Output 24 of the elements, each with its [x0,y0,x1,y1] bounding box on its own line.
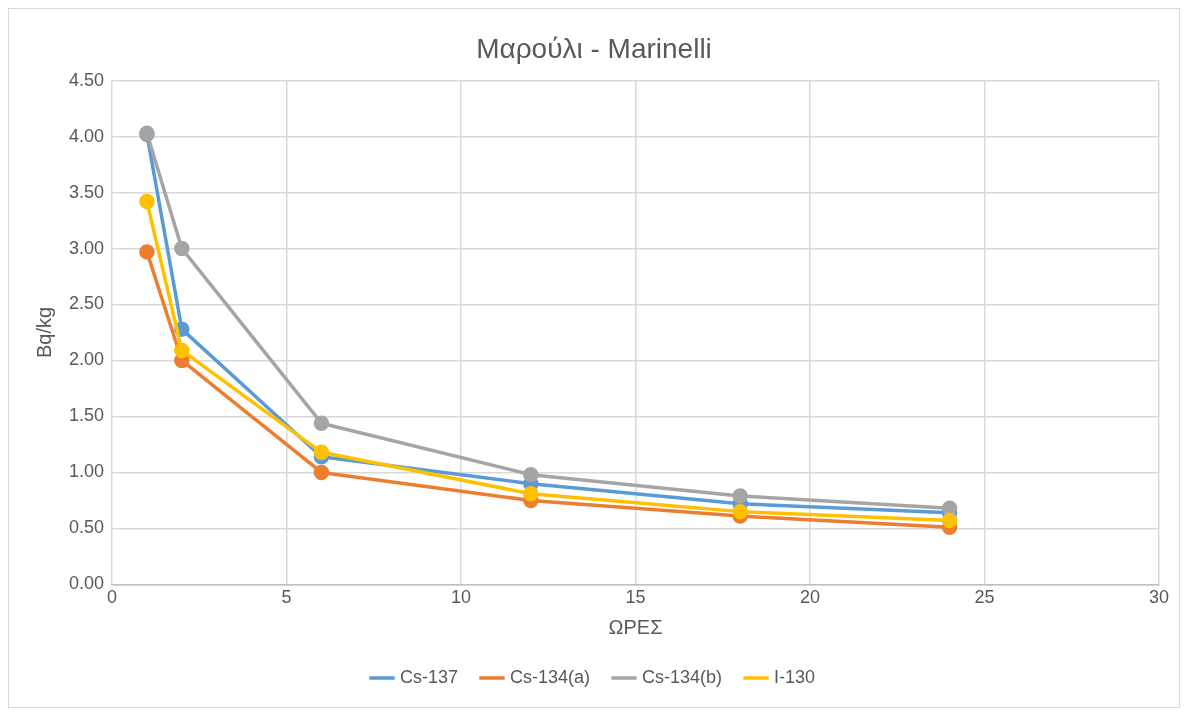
x-tick-label: 30 [1148,587,1170,608]
y-tick-label: 3.00 [68,237,105,258]
y-tick-label: 4.00 [68,125,105,146]
y-tick-label: 2.50 [68,293,105,314]
chart-title: Μαρούλι - Marinelli [476,32,712,64]
x-tick-label: 20 [800,587,821,608]
x-tick-label: 15 [625,587,646,608]
y-axis-title: Bq/kg [32,306,55,359]
y-tick-label: 1.50 [68,405,105,426]
legend-label: Cs-134(b) [642,666,723,687]
y-tick-label: 1.00 [68,461,105,482]
x-tick-label: 0 [107,587,118,608]
x-axis-title: ΩΡΕΣ [608,615,663,638]
y-tick-label: 0.50 [68,517,105,538]
x-tick-label: 25 [974,587,995,608]
y-tick-label: 0.00 [68,573,105,594]
y-tick-label: 2.00 [68,349,105,370]
y-tick-label: 3.50 [68,181,105,202]
y-tick-label: 4.50 [68,69,105,90]
x-tick-label: 10 [451,587,472,608]
x-tick-label: 5 [281,587,292,608]
legend-label: I-130 [774,666,816,687]
legend-label: Cs-134(a) [509,666,591,687]
legend-label: Cs-137 [399,666,458,687]
